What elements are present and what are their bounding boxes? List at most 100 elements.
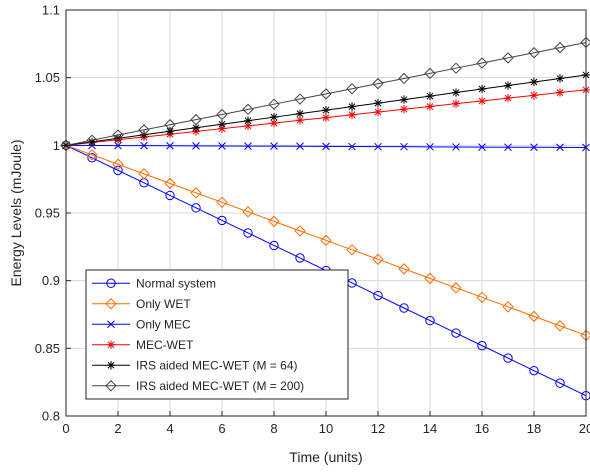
legend-entry: IRS aided MEC-WET (M = 200)	[92, 379, 304, 393]
data-point	[346, 83, 358, 95]
data-point	[373, 107, 383, 117]
x-tick-label: 10	[319, 421, 333, 436]
data-point	[450, 62, 462, 74]
data-point	[450, 282, 462, 294]
y-tick-label: 0.9	[42, 273, 60, 288]
legend-marker	[106, 361, 116, 370]
data-point	[398, 72, 410, 85]
data-point	[346, 244, 358, 256]
legend-entry: IRS aided MEC-WET (M = 64)	[92, 358, 297, 372]
legend-entry: Only WET	[92, 297, 191, 311]
data-point	[424, 272, 436, 285]
legend-label: MEC-WET	[136, 338, 194, 352]
data-point	[165, 190, 175, 201]
axis-ticks: 0 2 4 6 8 10 12 14 16 18 20 0.8 0.85 0.9 0.95 1 1.05 1.1	[35, 3, 590, 437]
y-axis-label: Energy Levels (mJoule)	[8, 139, 24, 286]
data-point	[399, 303, 409, 313]
data-point	[112, 129, 124, 141]
data-point	[112, 158, 124, 170]
data-point	[347, 110, 357, 119]
legend: Normal system Only WET Only MEC MEC-WET IRS …	[85, 269, 349, 400]
y-tick-label: 0.8	[42, 409, 60, 424]
legend-marker	[106, 278, 116, 288]
y-tick-label: 1.1	[42, 3, 60, 18]
data-point	[190, 187, 202, 199]
data-point	[269, 118, 279, 128]
data-point	[216, 108, 228, 121]
data-point	[529, 365, 539, 376]
legend-marker	[106, 340, 116, 349]
data-point	[554, 320, 566, 332]
data-point	[555, 88, 565, 97]
data-point	[426, 142, 434, 151]
data-point	[320, 88, 332, 100]
x-tick-label: 16	[475, 421, 489, 436]
data-point	[113, 134, 123, 143]
data-point	[555, 378, 565, 388]
data-point	[242, 206, 254, 218]
legend-label: Normal system	[136, 276, 216, 290]
data-point	[347, 102, 357, 111]
data-point	[451, 88, 461, 97]
data-point	[166, 141, 174, 150]
data-point	[503, 93, 513, 103]
data-point	[270, 142, 278, 150]
data-point	[374, 142, 382, 151]
data-point	[86, 149, 98, 161]
data-point	[165, 127, 175, 136]
series-5	[61, 70, 590, 150]
data-point	[528, 47, 540, 59]
data-point	[296, 142, 304, 151]
data-point	[478, 143, 486, 151]
legend-entry: Only MEC	[92, 317, 191, 331]
data-point	[425, 91, 435, 101]
data-point	[529, 77, 539, 87]
x-tick-label: 0	[62, 421, 69, 436]
series-line	[65, 41, 587, 146]
data-point	[373, 98, 383, 108]
x-tick-label: 2	[114, 421, 121, 436]
data-point	[399, 95, 409, 104]
data-point	[218, 142, 226, 150]
data-point	[87, 137, 97, 147]
data-point	[140, 141, 148, 150]
data-point	[87, 153, 97, 163]
y-tick-label: 0.85	[35, 341, 60, 356]
legend-label: IRS aided MEC-WET (M = 200)	[136, 379, 304, 393]
data-point	[216, 196, 228, 209]
data-point	[191, 123, 201, 132]
x-tick-label: 8	[270, 421, 277, 436]
data-point	[217, 215, 227, 226]
data-point	[502, 301, 514, 313]
x-tick-label: 12	[371, 421, 385, 436]
data-point	[217, 124, 227, 133]
legend-entry: MEC-WET	[92, 338, 194, 352]
data-point	[372, 253, 384, 265]
data-point	[503, 81, 513, 90]
data-point	[243, 116, 253, 125]
data-point	[400, 142, 408, 151]
legend-marker	[105, 298, 117, 310]
data-point	[321, 105, 331, 115]
data-point	[477, 340, 487, 351]
series-2	[60, 139, 590, 342]
legend-label: Only WET	[136, 297, 191, 311]
x-tick-label: 4	[166, 421, 173, 436]
data-point	[242, 103, 254, 116]
x-tick-label: 6	[218, 421, 225, 436]
data-point	[243, 121, 253, 131]
legend-marker	[105, 380, 117, 392]
legend-box	[85, 269, 349, 400]
data-point	[164, 177, 176, 190]
data-point	[398, 263, 410, 275]
data-point	[476, 291, 488, 304]
data-point	[244, 142, 252, 150]
data-point	[138, 168, 150, 180]
data-point	[424, 67, 436, 80]
data-point	[243, 228, 253, 238]
data-point	[504, 143, 512, 152]
series-line	[65, 144, 587, 336]
data-point	[372, 77, 384, 90]
data-point	[451, 328, 461, 338]
x-axis-label: Time (units)	[289, 449, 362, 465]
